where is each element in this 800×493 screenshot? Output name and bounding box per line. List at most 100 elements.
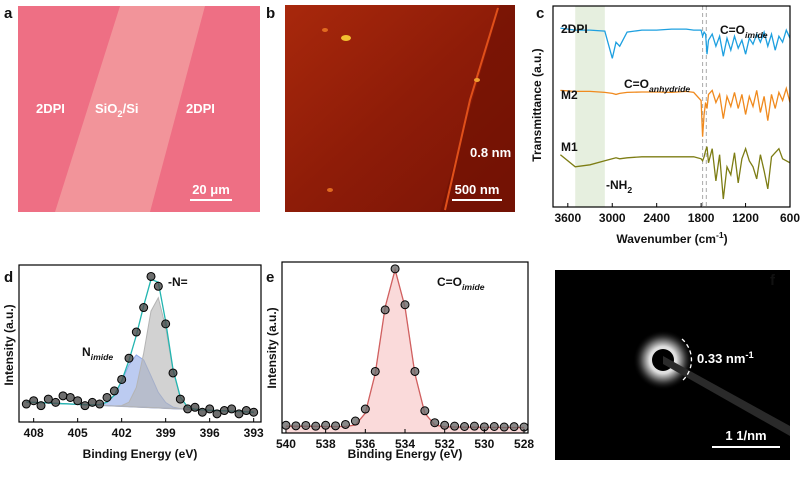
annotation: C=Oimide <box>720 23 768 40</box>
y-axis-label: Intensity (a.u.) <box>2 304 16 385</box>
x-tick-label: 538 <box>316 437 336 451</box>
data-point <box>430 418 440 428</box>
scale-bar-label: 20 μm <box>192 182 230 197</box>
data-point <box>331 421 341 431</box>
image-label: 2DPI <box>186 101 215 116</box>
substrate-region <box>55 6 205 212</box>
annotation-text: -N= <box>168 275 188 289</box>
image-label: 0.8 nm <box>470 145 511 160</box>
data-point <box>301 420 311 430</box>
data-point <box>219 406 229 416</box>
highlight-band <box>575 6 605 207</box>
x-axis-label-text: Wavenumber (cm <box>616 232 716 246</box>
afm-spot <box>327 188 333 192</box>
image-label-text: /Si <box>123 101 139 116</box>
series-label: 2DPI <box>561 22 588 36</box>
data-point <box>499 422 509 432</box>
annotation-text: C=O <box>437 275 462 289</box>
x-axis-label: Binding Energy (eV) <box>348 447 463 461</box>
annotation: C=Oimide <box>437 275 485 292</box>
data-point <box>131 327 141 337</box>
image-label-text: 0.33 nm <box>697 351 745 366</box>
series-label: M2 <box>561 88 578 102</box>
plot-frame <box>552 5 791 208</box>
data-point <box>65 392 75 402</box>
afm-region <box>440 5 515 212</box>
data-point <box>281 420 291 430</box>
annotation-text: C=O <box>624 77 649 91</box>
data-point <box>440 420 450 430</box>
data-point <box>340 419 350 429</box>
image-label: 2DPI <box>36 101 65 116</box>
data-point <box>380 305 390 315</box>
annotation-text: C=O <box>720 23 745 37</box>
x-tick-label: 408 <box>24 426 44 440</box>
x-tick-label: 393 <box>244 426 264 440</box>
image-label-superscript: -1 <box>745 350 753 360</box>
afm-spot <box>322 28 328 32</box>
data-point <box>102 392 112 402</box>
image-label-text: 2DPI <box>186 101 215 116</box>
data-point <box>234 409 244 419</box>
x-tick-label: 528 <box>514 437 534 451</box>
x-tick-label: 534 <box>395 437 415 451</box>
data-point <box>400 300 410 310</box>
data-point <box>21 399 31 409</box>
data-point <box>29 396 39 406</box>
ring-marker <box>681 338 693 382</box>
data-point <box>205 404 215 414</box>
data-point <box>360 404 370 414</box>
x-tick-label: 532 <box>435 437 455 451</box>
x-axis-label-text: Binding Energy (eV) <box>348 447 463 461</box>
data-point <box>109 386 119 396</box>
x-tick-label: 396 <box>200 426 220 440</box>
data-point <box>410 366 420 376</box>
data-point <box>87 397 97 407</box>
annotation-subscript: 2 <box>627 185 632 195</box>
image-label-text: SiO <box>95 101 117 116</box>
annotation-subscript: anhydride <box>649 84 690 94</box>
data-point <box>80 401 90 411</box>
data-point <box>161 319 171 329</box>
data-point <box>51 397 61 407</box>
annotation: Nimide <box>82 345 113 362</box>
x-tick-label: 399 <box>156 426 176 440</box>
data-point <box>311 421 321 431</box>
data-point <box>321 420 331 430</box>
data-point <box>460 422 470 432</box>
panel-label: b <box>266 5 275 22</box>
beam-stop <box>663 356 790 436</box>
image-label: SiO2/Si <box>95 101 139 119</box>
data-point <box>58 391 68 401</box>
annotation-text: N <box>82 345 91 359</box>
x-axis-label: Wavenumber (cm-1) <box>616 230 727 246</box>
x-tick-label: 2400 <box>643 211 670 225</box>
spectrum-line <box>560 27 791 59</box>
x-tick-label: 405 <box>68 426 88 440</box>
x-tick-label: 540 <box>276 437 296 451</box>
annotation-subscript: imide <box>462 282 485 292</box>
data-point <box>36 401 46 411</box>
annotation: -N= <box>168 275 188 289</box>
image-label: 0.33 nm-1 <box>697 350 754 366</box>
data-point <box>153 281 163 291</box>
data-point <box>450 421 460 431</box>
plot-frame <box>18 264 262 423</box>
afm-spot <box>341 35 351 41</box>
x-axis-label-text: Binding Energy (eV) <box>83 447 198 461</box>
data-point <box>227 404 237 414</box>
image-label-text: 2DPI <box>36 101 65 116</box>
x-axis-label-superscript: -1 <box>716 230 724 240</box>
image-label-subscript: 2 <box>117 109 122 119</box>
data-point <box>146 271 156 281</box>
data-point <box>291 421 301 431</box>
x-tick-label: 402 <box>112 426 132 440</box>
x-axis-label-text: ) <box>724 232 728 246</box>
x-tick-label: 1800 <box>688 211 715 225</box>
x-tick-label: 3600 <box>554 211 581 225</box>
fit-area <box>285 267 525 434</box>
panel-label: a <box>4 5 13 22</box>
spectrum-line <box>559 146 791 200</box>
afm-spot <box>474 78 480 82</box>
